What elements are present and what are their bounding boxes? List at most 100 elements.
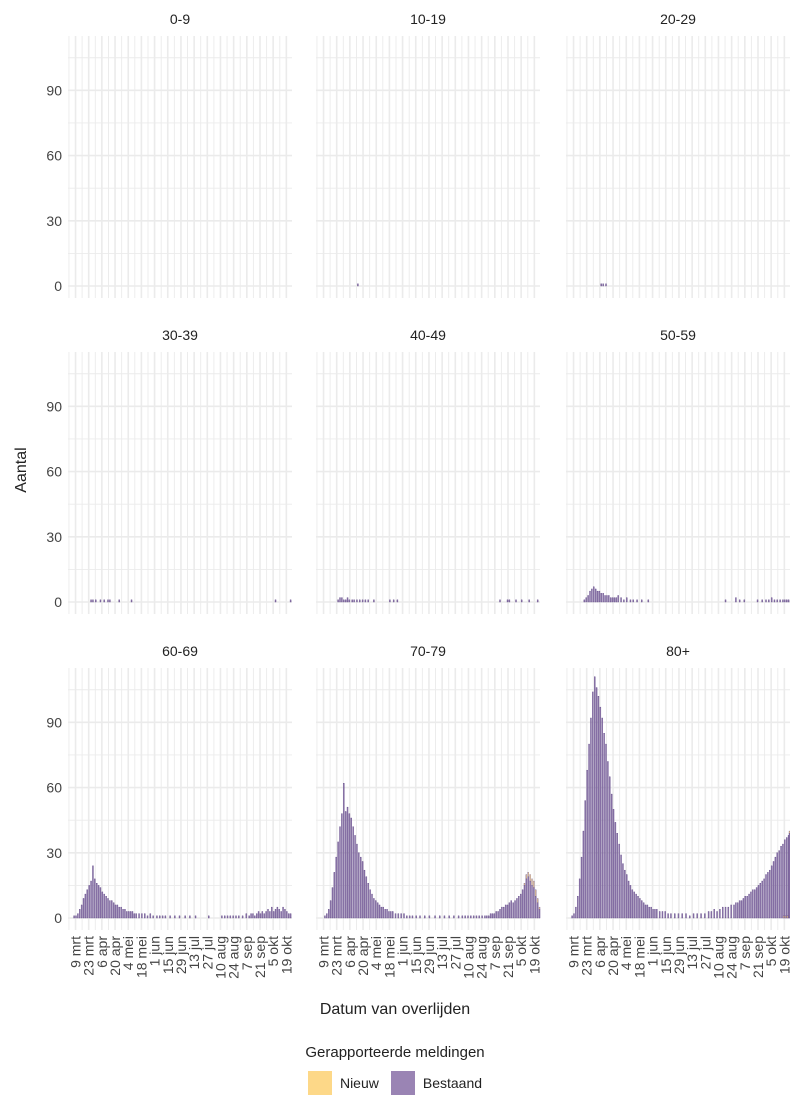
bar-bestaand bbox=[501, 906, 503, 919]
bar-bestaand bbox=[443, 915, 446, 919]
facet-title: 30-39 bbox=[162, 327, 198, 343]
y-tick-label: 60 bbox=[46, 148, 62, 164]
bar-bestaand bbox=[149, 913, 152, 919]
bar-bestaand bbox=[503, 906, 505, 919]
bar-bestaand bbox=[373, 898, 375, 919]
y-tick-label: 30 bbox=[46, 845, 62, 861]
bar-bestaand bbox=[194, 915, 197, 919]
bar-bestaand bbox=[609, 776, 611, 919]
bar-bestaand bbox=[364, 599, 367, 603]
bar-bestaand bbox=[486, 915, 488, 919]
bar-bestaand bbox=[99, 887, 102, 919]
bar-bestaand bbox=[573, 913, 575, 919]
bar-bestaand bbox=[339, 597, 341, 603]
bar-bestaand bbox=[755, 887, 758, 919]
bar-bestaand bbox=[489, 913, 492, 919]
facet-title: 70-79 bbox=[410, 643, 446, 659]
bar-nieuw bbox=[786, 915, 789, 919]
bar-bestaand bbox=[481, 915, 483, 919]
bar-bestaand bbox=[118, 906, 120, 919]
bar-bestaand bbox=[613, 597, 616, 603]
bar-bestaand bbox=[238, 915, 240, 919]
x-tick-label: 15 jun bbox=[658, 936, 674, 974]
bar-bestaand bbox=[284, 909, 286, 919]
bar-bestaand bbox=[369, 889, 371, 919]
bar-bestaand bbox=[765, 874, 767, 919]
bar-bestaand bbox=[351, 599, 353, 603]
bar-bestaand bbox=[112, 902, 115, 919]
bar-bestaand bbox=[101, 891, 104, 919]
bar-bestaand bbox=[288, 913, 290, 919]
bar-bestaand bbox=[520, 599, 523, 603]
bar-bestaand bbox=[346, 806, 349, 919]
x-tick-label: 13 jul bbox=[434, 936, 450, 969]
bar-bestaand bbox=[428, 915, 431, 919]
bar-bestaand bbox=[131, 911, 134, 919]
bar-bestaand bbox=[535, 896, 537, 919]
bar-bestaand bbox=[632, 599, 634, 603]
bar-bestaand bbox=[472, 915, 475, 919]
bar-bestaand bbox=[600, 283, 602, 287]
bar-bestaand bbox=[344, 599, 347, 603]
bar-bestaand bbox=[685, 913, 687, 919]
bar-bestaand bbox=[722, 906, 724, 919]
bar-bestaand bbox=[464, 915, 466, 919]
bar-bestaand bbox=[606, 595, 608, 603]
bar-bestaand bbox=[661, 911, 664, 919]
bar-bestaand bbox=[647, 599, 650, 603]
bar-bestaand bbox=[453, 915, 455, 919]
bar-bestaand bbox=[348, 813, 351, 919]
bar-bestaand bbox=[130, 599, 133, 603]
x-tick-label: 6 apr bbox=[94, 936, 110, 968]
bar-bestaand bbox=[411, 915, 414, 919]
bar-bestaand bbox=[352, 826, 354, 919]
y-tick-label: 30 bbox=[46, 529, 62, 545]
facet-title: 40-49 bbox=[410, 327, 446, 343]
bar-bestaand bbox=[380, 906, 383, 919]
bar-bestaand bbox=[624, 869, 626, 919]
bar-bestaand bbox=[361, 599, 364, 603]
bar-bestaand bbox=[536, 599, 539, 603]
facet-title: 80+ bbox=[666, 643, 690, 659]
bar-bestaand bbox=[689, 915, 691, 919]
bar-bestaand bbox=[757, 885, 760, 919]
x-axis-label: Datum van overlijden bbox=[319, 1001, 471, 1018]
x-tick-label: 9 mrt bbox=[68, 936, 84, 968]
bar-nieuw bbox=[783, 915, 785, 919]
panel-10-19: 10-19 bbox=[316, 11, 540, 298]
bar-bestaand bbox=[378, 904, 381, 919]
bar-bestaand bbox=[514, 900, 516, 919]
y-tick-label: 90 bbox=[46, 82, 62, 98]
x-tick-label: 1 jun bbox=[645, 936, 661, 966]
bar-bestaand bbox=[178, 915, 181, 919]
bar-bestaand bbox=[415, 915, 417, 919]
bar-bestaand bbox=[252, 913, 254, 919]
bar-bestaand bbox=[331, 887, 334, 919]
bar-bestaand bbox=[159, 915, 161, 919]
x-tick-label: 27 jul bbox=[697, 936, 713, 969]
bar-nieuw bbox=[525, 874, 528, 880]
bar-bestaand bbox=[82, 898, 85, 919]
bar-bestaand bbox=[475, 915, 478, 919]
bar-bestaand bbox=[591, 588, 593, 603]
x-tick-label: 21 sep bbox=[252, 936, 268, 978]
bar-bestaand bbox=[224, 915, 226, 919]
bar-bestaand bbox=[128, 911, 130, 919]
bar-bestaand bbox=[710, 911, 713, 919]
bar-bestaand bbox=[633, 891, 635, 919]
x-tick-label: 19 okt bbox=[776, 936, 790, 974]
y-tick-label: 90 bbox=[46, 714, 62, 730]
y-axis-label: Aantal bbox=[13, 447, 30, 493]
bar-bestaand bbox=[92, 865, 94, 919]
bar-bestaand bbox=[116, 904, 119, 919]
x-tick-label: 4 mei bbox=[368, 936, 384, 970]
bar-bestaand bbox=[506, 599, 509, 603]
bar-bestaand bbox=[337, 599, 339, 603]
bar-bestaand bbox=[386, 909, 388, 919]
bar-bestaand bbox=[488, 915, 490, 919]
bar-bestaand bbox=[156, 915, 158, 919]
bar-bestaand bbox=[626, 597, 628, 603]
x-tick-label: 27 jul bbox=[447, 936, 463, 969]
bar-bestaand bbox=[382, 906, 384, 919]
